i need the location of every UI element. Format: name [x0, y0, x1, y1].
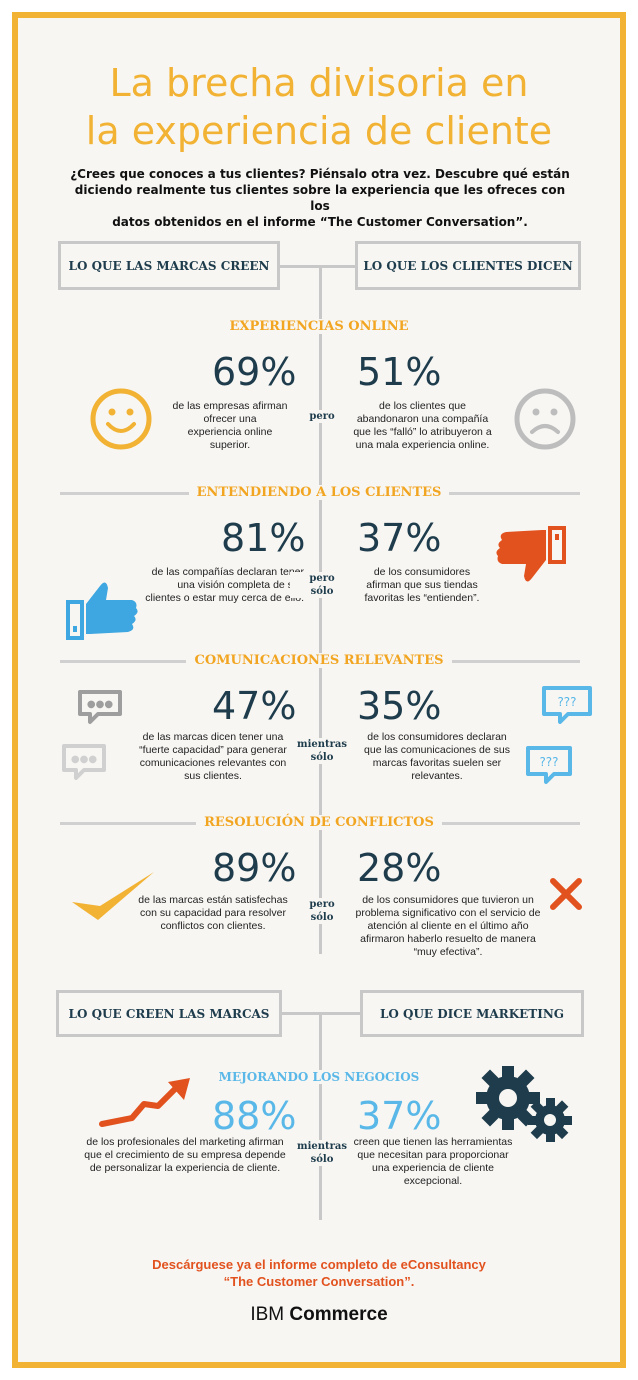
page-title-line-2: la experiencia de cliente	[85, 109, 553, 153]
stat-47-desc: de las marcas dicen tener una “fuerte cap…	[139, 731, 287, 782]
stat-37-a: 37%	[357, 516, 442, 560]
page-title-line-1: La brecha divisoria en	[109, 61, 529, 105]
header-connector-2	[280, 1012, 360, 1015]
conj-business: mientras sólo	[290, 1140, 354, 1166]
section-title-understanding: ENTENDIENDO A LOS CLIENTES	[0, 485, 638, 500]
footer-cta[interactable]: Descárguese ya el informe completo de eC…	[0, 1256, 638, 1290]
stat-37-b: 37%	[357, 1094, 442, 1138]
header-customers-say: LO QUE LOS CLIENTES DICEN	[355, 241, 581, 290]
intro-line-1: ¿Crees que conoces a tus clientes? Piéns…	[70, 167, 570, 181]
center-divider-bottom	[319, 1012, 322, 1220]
logo-product: Commerce	[289, 1304, 388, 1325]
thumbs-down-icon	[496, 526, 566, 582]
stat-88: 88%	[212, 1094, 297, 1138]
growth-arrow-icon	[99, 1078, 190, 1127]
question-bubble-icon: ???	[542, 686, 592, 724]
smiley-happy-icon	[90, 388, 152, 450]
stat-37-b-desc: creen que tienen las herramientas que nec…	[353, 1136, 513, 1187]
question-bubble-small-icon: ???	[526, 746, 572, 784]
stat-69-desc: de las empresas afirman ofrecer una experi…	[172, 400, 288, 451]
stat-69: 69%	[212, 350, 297, 394]
header-brands-believe-2: LO QUE CREEN LAS MARCAS	[56, 990, 282, 1037]
stat-51-desc: de los clientes que abandonaron una compa…	[353, 400, 492, 451]
conj-resolution: pero sólo	[290, 898, 354, 924]
stat-81: 81%	[221, 516, 306, 560]
svg-text:●●●: ●●●	[87, 699, 113, 710]
stat-89-desc: de las marcas están satisfechas con su ca…	[138, 894, 288, 932]
section-title-communications: COMUNICACIONES RELEVANTES	[0, 653, 638, 668]
svg-text:●●●: ●●●	[71, 754, 97, 765]
header-brands-believe: LO QUE LAS MARCAS CREEN	[58, 241, 280, 290]
chat-bubble-grey-icon: ●●●	[78, 690, 122, 724]
stat-35: 35%	[357, 684, 442, 728]
intro-line-2: diciendo realmente tus clientes sobre la…	[74, 183, 566, 213]
section-title-resolution: RESOLUCIÓN DE CONFLICTOS	[0, 815, 638, 830]
cross-icon	[550, 878, 582, 910]
conj-online: pero	[290, 410, 354, 423]
stat-28: 28%	[357, 846, 442, 890]
header-marketing-says: LO QUE DICE MARKETING	[360, 990, 584, 1037]
stat-47: 47%	[212, 684, 297, 728]
conj-understanding: pero sólo	[290, 572, 354, 598]
section-title-online: EXPERIENCIAS ONLINE	[0, 319, 638, 334]
checkmark-icon	[72, 872, 154, 920]
stat-28-desc: de los consumidores que tuvieron un probl…	[355, 894, 541, 958]
center-divider-top	[319, 266, 322, 954]
header-connector-1	[280, 265, 360, 268]
stat-51: 51%	[357, 350, 442, 394]
chat-bubble-light-icon: ●●●	[62, 744, 106, 780]
svg-text:???: ???	[557, 695, 576, 709]
footer-line-1: Descárguese ya el informe completo de eC…	[152, 1257, 486, 1272]
footer-line-2: “The Customer Conversation”.	[223, 1274, 415, 1289]
stat-89: 89%	[212, 846, 297, 890]
logo-brand: IBM	[250, 1304, 285, 1325]
stat-35-desc: de los consumidores declaran que las comu…	[364, 731, 510, 782]
intro-line-3: datos obtenidos en el informe “The Custo…	[112, 215, 528, 229]
svg-text:???: ???	[539, 755, 558, 769]
stat-37-a-desc: de los consumidores afirman que sus tiend…	[364, 566, 480, 604]
stat-88-desc: de los profesionales del marketing afirm…	[84, 1136, 286, 1174]
intro-text: ¿Crees que conoces a tus clientes? Piéns…	[70, 166, 570, 230]
conj-communications: mientras sólo	[290, 738, 354, 764]
gears-icon	[476, 1066, 572, 1142]
ibm-commerce-logo: IBM Commerce	[0, 1304, 638, 1326]
thumbs-up-icon	[66, 582, 138, 640]
smiley-sad-icon	[514, 388, 576, 450]
stat-81-desc: de las compañías declaran tener una visió…	[145, 566, 304, 604]
section-title-business: MEJORANDO LOS NEGOCIOS	[0, 1070, 638, 1084]
